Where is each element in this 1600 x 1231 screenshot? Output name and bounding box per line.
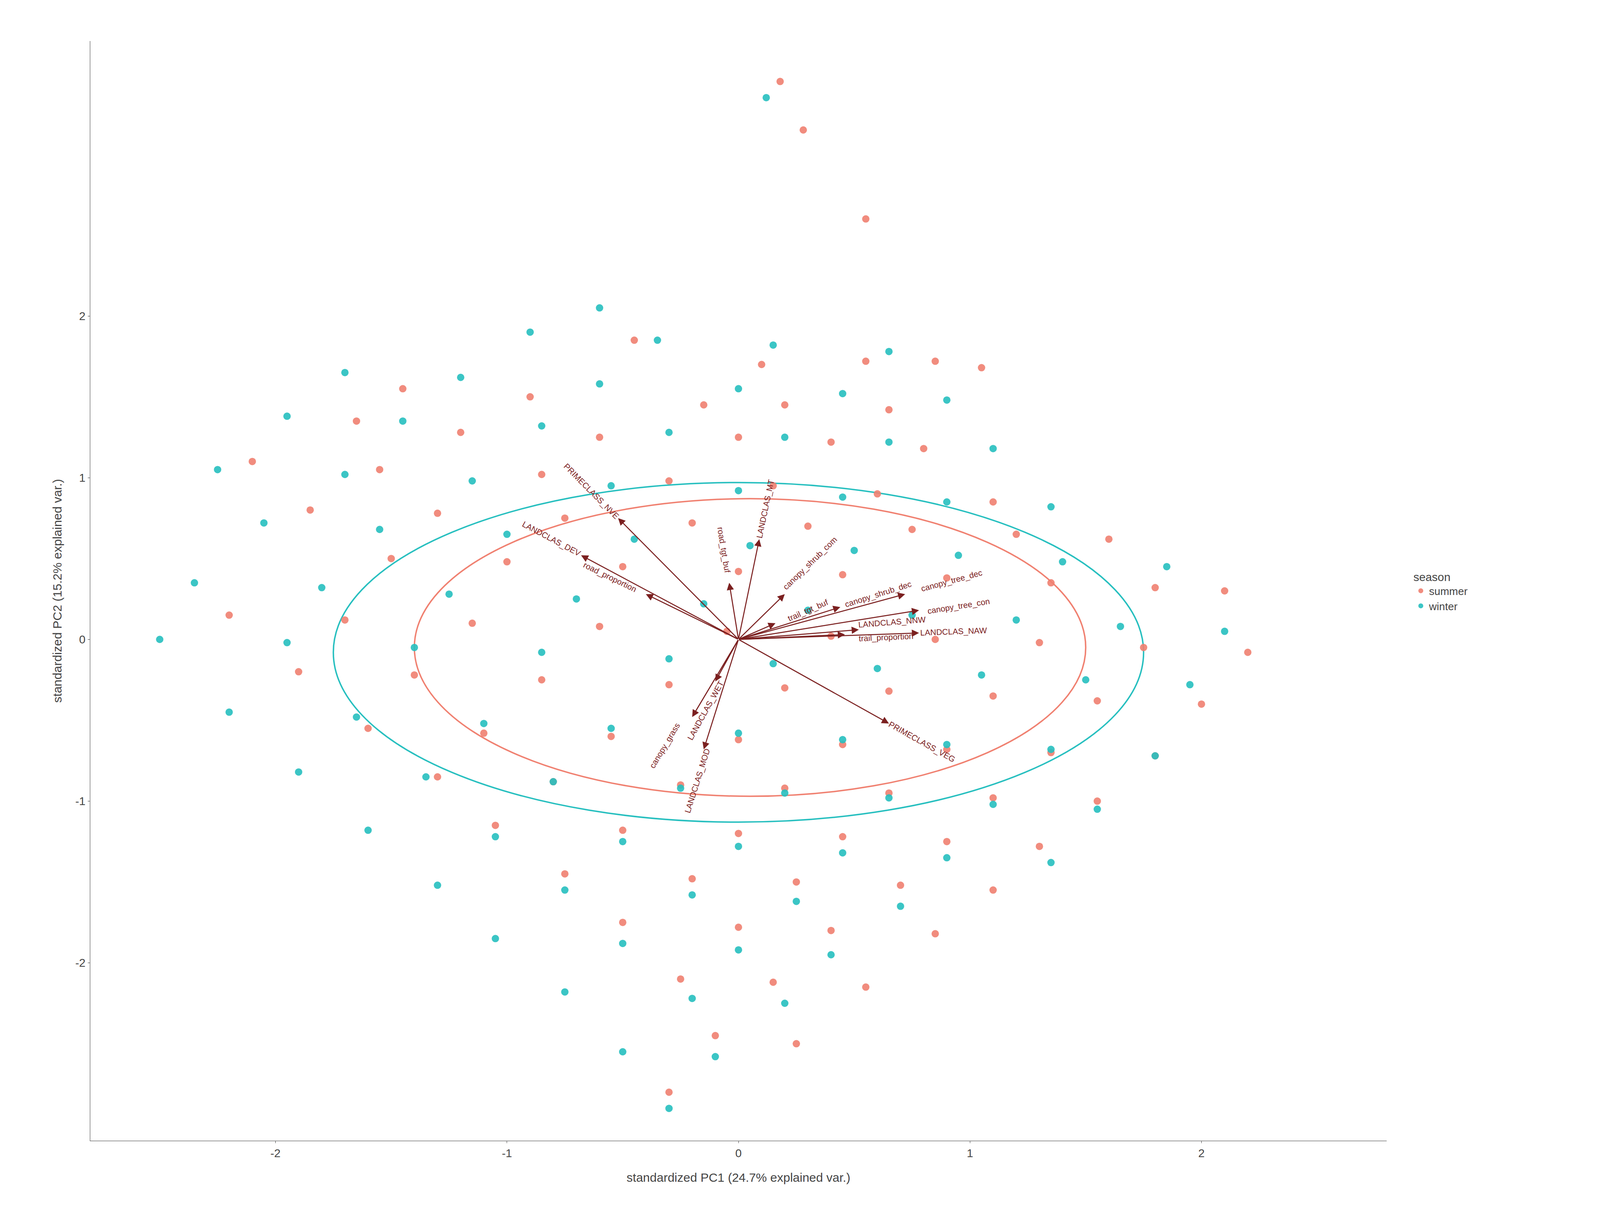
- svg-text:canopy_tree_con: canopy_tree_con: [926, 596, 991, 616]
- svg-text:season: season: [1413, 570, 1451, 584]
- svg-text:canopy_shrub_dec: canopy_shrub_dec: [843, 579, 913, 610]
- svg-text:-1: -1: [75, 794, 86, 808]
- svg-text:LANDCLAS_WET: LANDCLAS_WET: [685, 679, 726, 742]
- svg-text:road_tgt_buf: road_tgt_buf: [715, 526, 733, 574]
- svg-text:0: 0: [79, 633, 86, 646]
- svg-text:LANDCLAS_NAW: LANDCLAS_NAW: [920, 625, 988, 638]
- svg-text:1: 1: [79, 471, 86, 485]
- svg-text:1: 1: [966, 1146, 974, 1160]
- svg-text:canopy_tree_dec: canopy_tree_dec: [920, 567, 984, 594]
- svg-text:trail_tgt_buf: trail_tgt_buf: [786, 597, 830, 624]
- svg-text:PRIMECLASS_VEG: PRIMECLASS_VEG: [886, 719, 957, 765]
- svg-text:standardized PC1 (24.7% explai: standardized PC1 (24.7% explained var.): [626, 1170, 851, 1184]
- svg-text:winter: winter: [1428, 600, 1458, 613]
- svg-text:2: 2: [79, 309, 86, 323]
- svg-text:LANDCLAS_NNW: LANDCLAS_NNW: [857, 614, 926, 630]
- svg-text:-2: -2: [270, 1146, 281, 1160]
- svg-text:standardized PC2 (15.2% explai: standardized PC2 (15.2% explained var.): [50, 478, 64, 703]
- svg-text:2: 2: [1198, 1146, 1205, 1160]
- svg-text:-2: -2: [75, 956, 86, 970]
- svg-text:summer: summer: [1428, 585, 1468, 598]
- svg-text:LANDCLAS_MT: LANDCLAS_MT: [754, 478, 777, 540]
- svg-text:LANDCLAS_DEV: LANDCLAS_DEV: [520, 519, 583, 559]
- svg-text:LANDCLAS_MOD: LANDCLAS_MOD: [683, 747, 713, 815]
- svg-text:trail_proportion: trail_proportion: [858, 631, 914, 644]
- svg-text:0: 0: [735, 1146, 742, 1160]
- svg-text:road_proportion: road_proportion: [581, 560, 638, 595]
- svg-text:PRIMECLASS_NVE: PRIMECLASS_NVE: [561, 461, 621, 522]
- svg-text:-1: -1: [501, 1146, 512, 1160]
- svg-text:canopy_shrub_com: canopy_shrub_com: [781, 534, 839, 592]
- svg-text:canopy_grass: canopy_grass: [647, 721, 683, 771]
